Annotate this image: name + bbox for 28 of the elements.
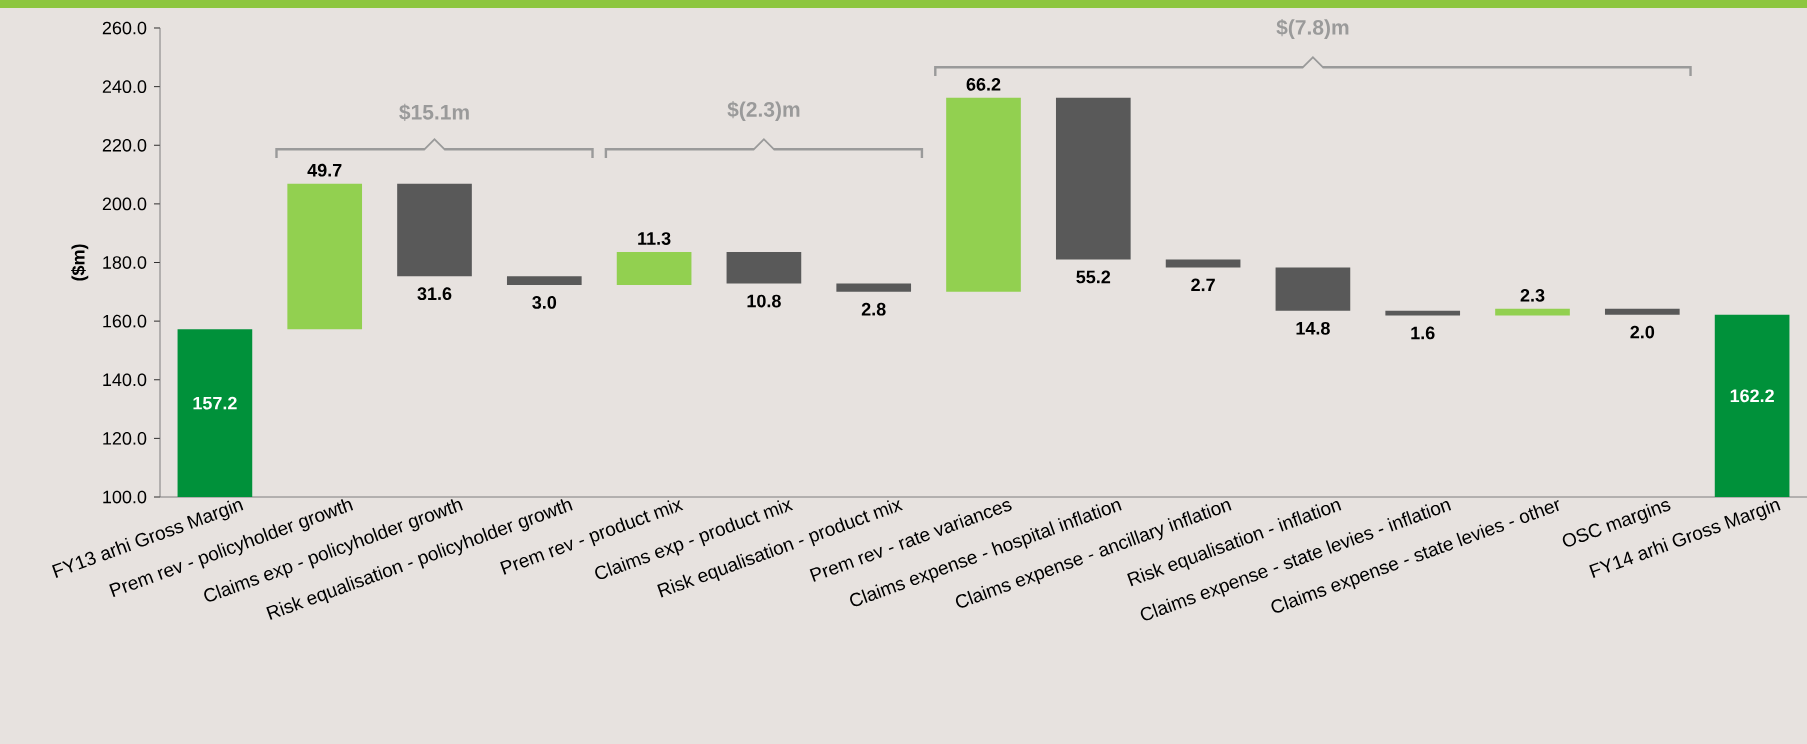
y-tick-label: 160.0: [103, 314, 147, 328]
annotation: $(7.8)m: [1276, 18, 1349, 39]
y-tick-label: 200.0: [102, 197, 147, 211]
data-label: 55.2: [1076, 270, 1111, 284]
data-label: 14.8: [1296, 321, 1330, 335]
data-label: 11.3: [638, 232, 671, 245]
data-label: 2.3: [1520, 289, 1545, 302]
y-tick-label: 120.0: [103, 432, 147, 445]
y-tick-label: 240.0: [102, 80, 147, 94]
data-label: 49.7: [307, 163, 342, 177]
data-label: 66.2: [966, 77, 1001, 91]
annotation: $15.1m: [399, 103, 469, 122]
data-label: 2.0: [1630, 325, 1655, 339]
y-tick-label: 220.0: [102, 138, 147, 152]
y-tick-label: 180.0: [103, 256, 147, 269]
data-label: 157.2: [193, 396, 237, 410]
data-label: 2.8: [861, 302, 886, 316]
data-label: 2.7: [1191, 278, 1215, 292]
data-label: 31.6: [417, 287, 452, 301]
y-tick-label: 140.0: [103, 373, 147, 387]
y-tick-label: 100.0: [103, 490, 147, 504]
data-label: 10.8: [747, 294, 781, 308]
data-label: 162.2: [1730, 389, 1774, 403]
annotation: $(2.3)m: [727, 101, 800, 122]
data-label: 3.0: [532, 296, 557, 309]
y-axis-title: ($m): [71, 244, 89, 281]
y-tick-label: 260.0: [102, 21, 147, 35]
data-label: 1.6: [1411, 326, 1435, 340]
